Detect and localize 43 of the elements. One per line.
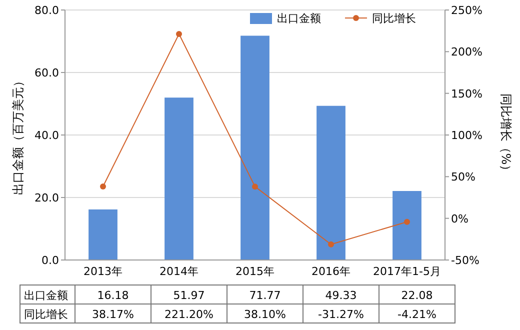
point [328, 241, 334, 248]
x-tick-label: 2017年1-5月 [373, 265, 441, 278]
y2-tick-label: 100% [451, 129, 482, 142]
point [404, 218, 410, 225]
y-tick-label: 0.0 [42, 254, 59, 267]
bar [88, 209, 118, 260]
x-tick-label: 2016年 [312, 265, 350, 278]
y2-tick-label: 200% [451, 46, 482, 59]
y-axis-title: 出口金额（百万美元） [11, 75, 25, 195]
data-label: -31.27% [318, 308, 364, 321]
bar [240, 36, 270, 260]
data-label: 51.97 [173, 289, 205, 302]
bar [164, 98, 194, 260]
y2-tick-label: -50% [451, 254, 480, 267]
data-label: 16.18 [97, 289, 129, 302]
point [176, 31, 182, 37]
y-tick-label: 80.0 [34, 4, 59, 17]
legend-label: 同比增长 [372, 12, 416, 25]
x-tick-label: 2013年 [84, 265, 122, 278]
bar [316, 106, 346, 260]
bar [392, 191, 422, 260]
x-tick-label: 2015年 [236, 265, 274, 278]
point [100, 184, 106, 190]
data-label: -4.21% [398, 308, 436, 321]
y2-axis-title: 同比增长（%） [499, 93, 513, 177]
point [252, 184, 258, 190]
data-label: 22.08 [401, 289, 433, 302]
data-label: 38.17% [92, 308, 134, 321]
y-tick-label: 40.0 [34, 129, 59, 142]
legend-label: 出口金额 [277, 12, 321, 25]
y-tick-label: 20.0 [34, 192, 59, 204]
y2-tick-label: 150% [451, 87, 482, 100]
data-label: 49.33 [325, 289, 357, 302]
y-tick-label: 60.0 [34, 66, 59, 80]
y2-tick-label: 0% [451, 212, 468, 226]
y2-tick-label: 250% [451, 4, 482, 17]
data-label: 221.20% [164, 308, 214, 321]
x-tick-label: 2014年 [160, 265, 198, 278]
text: 同比增长 [24, 308, 68, 321]
y2-tick-label: 50% [451, 170, 476, 184]
data-label: 71.77 [249, 289, 281, 302]
data-label: 38.10% [244, 308, 286, 321]
text: 出口金额 [24, 289, 68, 302]
